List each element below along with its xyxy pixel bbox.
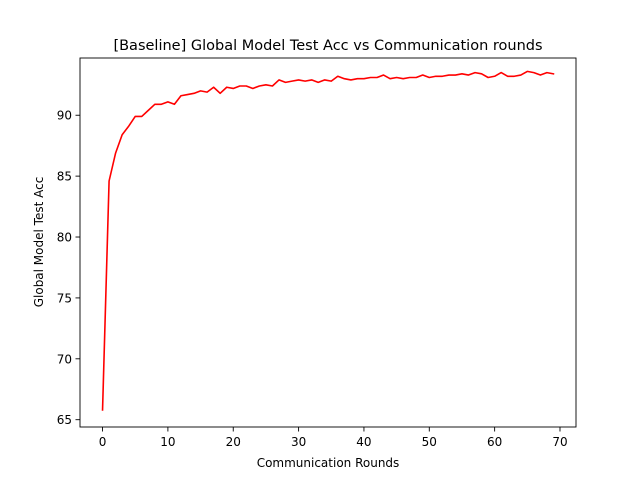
x-tick-label: 20 [226,435,241,449]
x-tick-label: 60 [487,435,502,449]
y-tick-label: 65 [57,413,72,427]
x-tick-label: 70 [552,435,567,449]
axes-frame [79,57,577,428]
series-line-0 [101,70,555,411]
y-tick-label: 70 [57,352,72,366]
x-tick-label: 30 [291,435,306,449]
plot-area: 0 10 20 30 40 50 60 70 65 70 75 80 85 90 [57,57,577,449]
y-tick-label: 80 [57,231,72,245]
x-axis-label: Communication Rounds [257,456,400,470]
y-tick-label: 75 [57,291,72,305]
x-tick-label: 40 [356,435,371,449]
x-tick-label: 50 [422,435,437,449]
x-tick-label: 0 [99,435,107,449]
y-axis-label: Global Model Test Acc [32,177,46,308]
y-tick-label: 90 [57,109,72,123]
x-tick-label: 10 [160,435,175,449]
chart-title: [Baseline] Global Model Test Acc vs Comm… [113,38,542,54]
y-tick-label: 85 [57,170,72,184]
